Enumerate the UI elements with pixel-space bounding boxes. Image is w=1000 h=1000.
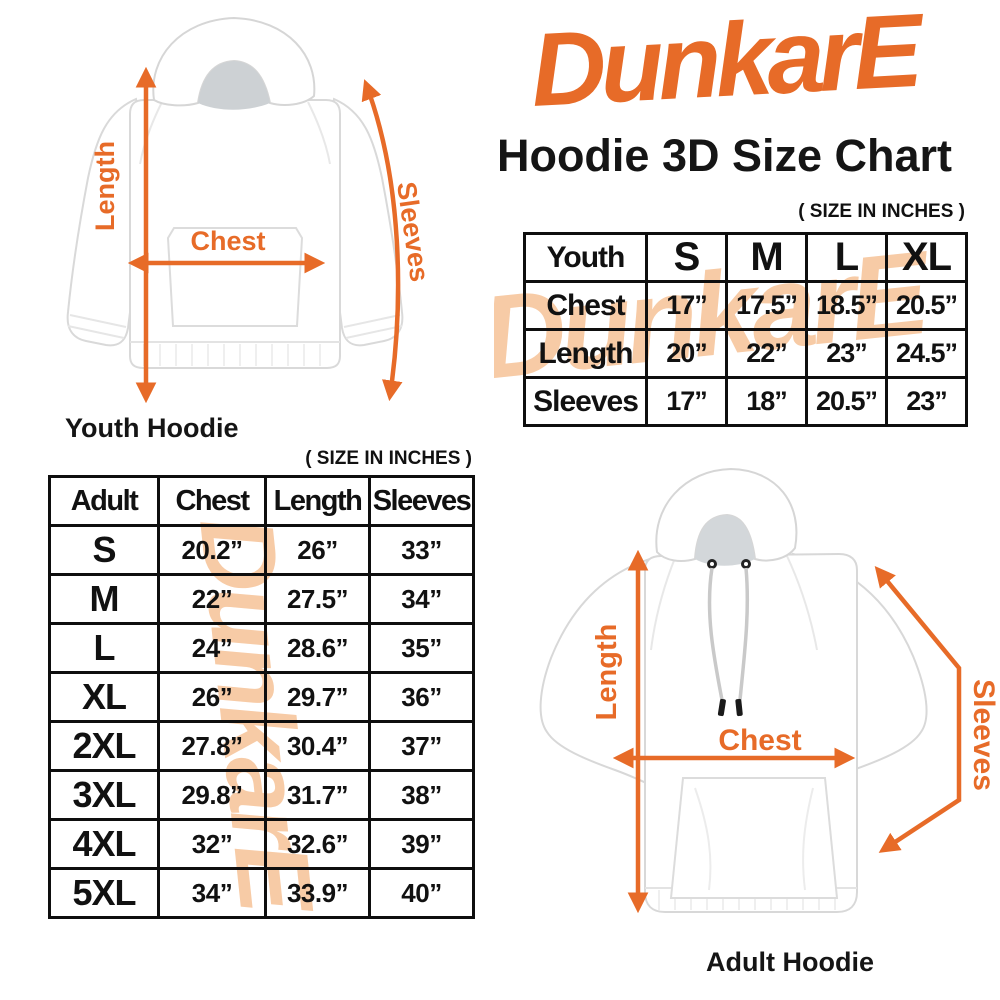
adult-size-note: ( SIZE IN INCHES ) [305,448,472,469]
adult-chest-label: Chest [718,724,801,757]
adult-size-table: Adult Chest Length Sleeves S 20.2” 26” 3… [48,475,475,919]
adult-2xl-chest: 27.8” [157,720,267,772]
youth-left-sleeve [66,97,150,347]
youth-chest-label: Chest [190,226,265,256]
youth-caption: Youth Hoodie [65,413,239,443]
youth-pocket [166,227,304,327]
youth-chest-label-cell: Chest [523,280,648,331]
youth-sleeves-label-cell: Sleeves [523,376,648,427]
youth-length-m: 22” [725,328,808,379]
table-row: M 22” 27.5” 34” [48,573,475,625]
adult-hood-opening [695,515,755,566]
adult-length-header: Length [264,475,371,527]
youth-length-label: Length [90,141,120,231]
table-row: S 20.2” 26” 33” [48,524,475,576]
adult-row-m-label: M [48,573,160,625]
adult-m-sleeves: 34” [368,573,475,625]
youth-length-label-cell: Length [523,328,648,379]
table-row: Length 20” 22” 23” 24.5” [523,328,968,379]
youth-size-xl: XL [885,232,968,283]
table-row: 3XL 29.8” 31.7” 38” [48,769,475,821]
youth-sleeves-xl: 23” [885,376,968,427]
adult-xl-chest: 26” [157,671,267,723]
adult-l-sleeves: 35” [368,622,475,674]
adult-3xl-sleeves: 38” [368,769,475,821]
adult-row-xl-label: XL [48,671,160,723]
brand-logo: DunkarE [528,0,928,129]
adult-row-4xl-label: 4XL [48,818,160,870]
table-row: 4XL 32” 32.6” 39” [48,818,475,870]
brand-logo-text: DunkarE [528,0,928,129]
page-title: Hoodie 3D Size Chart [496,130,953,181]
table-row: Sleeves 17” 18” 20.5” 23” [523,376,968,427]
adult-l-chest: 24” [157,622,267,674]
table-row: 5XL 34” 33.9” 40” [48,867,475,919]
youth-size-table: Youth S M L XL Chest 17” 17.5” 18.5” 20.… [523,232,968,427]
adult-3xl-chest: 29.8” [157,769,267,821]
adult-row-s-label: S [48,524,160,576]
youth-length-xl: 24.5” [885,328,968,379]
adult-row-2xl-label: 2XL [48,720,160,772]
adult-pocket [669,777,839,899]
adult-header-row: Adult Chest Length Sleeves [48,475,475,527]
adult-s-length: 26” [264,524,371,576]
adult-chest-header: Chest [157,475,267,527]
youth-chest-l: 18.5” [805,280,888,331]
youth-length-l: 23” [805,328,888,379]
table-row: 2XL 27.8” 30.4” 37” [48,720,475,772]
adult-m-chest: 22” [157,573,267,625]
adult-3xl-length: 31.7” [264,769,371,821]
youth-sleeves-s: 17” [645,376,728,427]
youth-length-s: 20” [645,328,728,379]
adult-l-length: 28.6” [264,622,371,674]
adult-length-label: Length [591,624,623,721]
adult-s-chest: 20.2” [157,524,267,576]
adult-sleeves-header: Sleeves [368,475,475,527]
adult-hoodie-diagram: Length Chest Sleeves [539,467,1000,914]
adult-row-l-label: L [48,622,160,674]
adult-5xl-sleeves: 40” [368,867,475,919]
youth-size-note: ( SIZE IN INCHES ) [798,201,965,222]
youth-sleeves-m: 18” [725,376,808,427]
youth-header-cell: Youth [523,232,648,283]
adult-4xl-chest: 32” [157,818,267,870]
youth-sleeves-arrow [361,79,403,402]
table-row: Chest 17” 17.5” 18.5” 20.5” [523,280,968,331]
table-row: XL 26” 29.7” 36” [48,671,475,723]
adult-sleeves-arrow [874,566,962,853]
adult-header-cell: Adult [48,475,160,527]
youth-size-m: M [725,232,808,283]
adult-s-sleeves: 33” [368,524,475,576]
youth-sleeves-l: 20.5” [805,376,888,427]
youth-chest-s: 17” [645,280,728,331]
adult-xl-length: 29.7” [264,671,371,723]
youth-chest-xl: 20.5” [885,280,968,331]
adult-5xl-length: 33.9” [264,867,371,919]
adult-xl-sleeves: 36” [368,671,475,723]
youth-hood-opening [198,61,270,110]
adult-sleeves-label: Sleeves [967,679,1000,791]
adult-caption: Adult Hoodie [706,947,874,977]
adult-2xl-sleeves: 37” [368,720,475,772]
adult-5xl-chest: 34” [157,867,267,919]
adult-row-5xl-label: 5XL [48,867,160,919]
adult-4xl-length: 32.6” [264,818,371,870]
adult-row-3xl-label: 3XL [48,769,160,821]
youth-hoodie-diagram: Length Chest Sleeves [66,16,435,404]
youth-chest-m: 17.5” [725,280,808,331]
youth-size-l: L [805,232,888,283]
adult-4xl-sleeves: 39” [368,818,475,870]
adult-drawstring-left [707,567,724,701]
adult-2xl-length: 30.4” [264,720,371,772]
youth-header-row: Youth S M L XL [523,232,968,283]
youth-size-s: S [645,232,728,283]
adult-drawstring-right [738,567,750,701]
adult-m-length: 27.5” [264,573,371,625]
table-row: L 24” 28.6” 35” [48,622,475,674]
